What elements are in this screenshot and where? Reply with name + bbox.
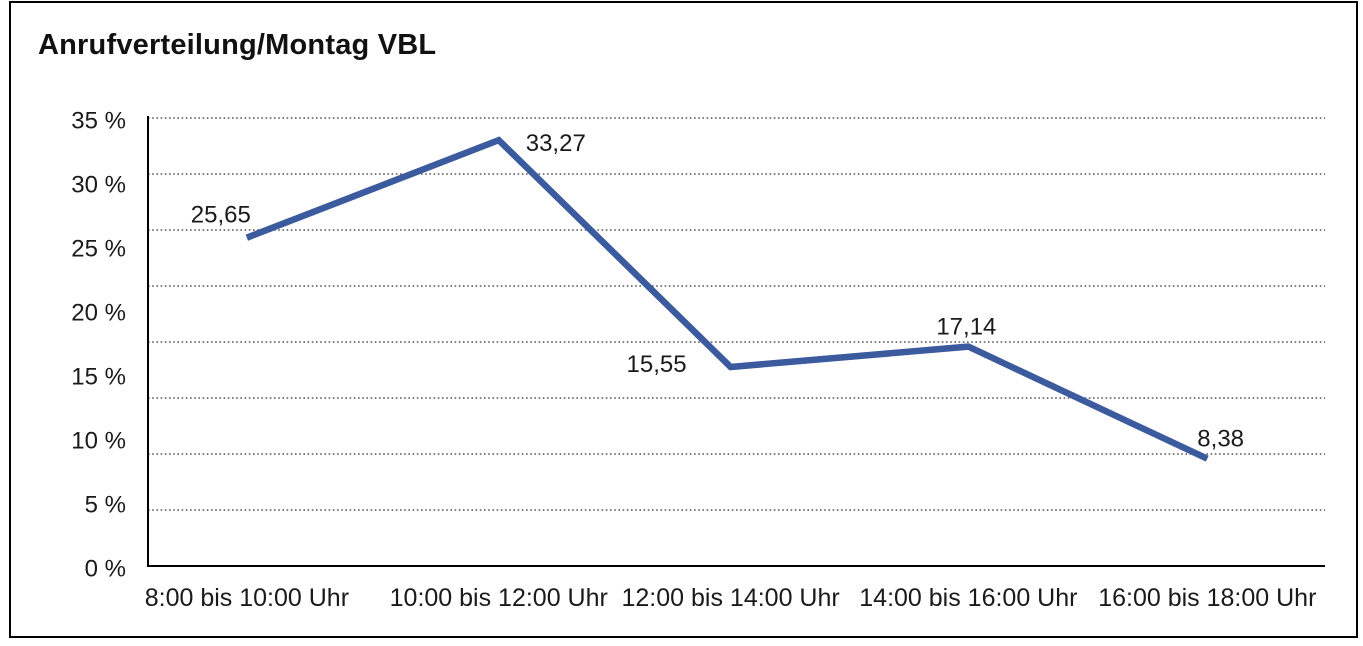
y-axis-tick-label: 25 % — [71, 236, 126, 263]
series-line — [245, 136, 1209, 462]
data-point-label: 8,38 — [1197, 426, 1244, 453]
x-axis-category-label: 10:00 bis 12:00 Uhr — [390, 584, 608, 612]
y-axis-tick-label: 0 % — [85, 556, 126, 583]
y-axis-tick-label: 35 % — [71, 108, 126, 135]
y-axis-tick-label: 20 % — [71, 300, 126, 327]
data-point-label: 15,55 — [627, 351, 687, 378]
chart-title: Anrufverteilung/Montag VBL — [38, 29, 437, 61]
x-axis-category-label: 8:00 bis 10:00 Uhr — [145, 584, 349, 612]
y-axis-tick-label: 10 % — [71, 428, 126, 455]
y-axis-tick-label: 15 % — [71, 364, 126, 391]
x-axis-category-label: 12:00 bis 14:00 Uhr — [622, 584, 840, 612]
y-axis-tick-label: 5 % — [85, 492, 126, 519]
data-point-label: 25,65 — [191, 202, 251, 229]
data-point-label: 17,14 — [936, 314, 996, 341]
x-axis-category-label: 16:00 bis 18:00 Uhr — [1098, 584, 1316, 612]
data-point-label: 33,27 — [526, 130, 586, 157]
y-axis-tick-label: 30 % — [71, 172, 126, 199]
x-axis-category-label: 14:00 bis 16:00 Uhr — [859, 584, 1077, 612]
